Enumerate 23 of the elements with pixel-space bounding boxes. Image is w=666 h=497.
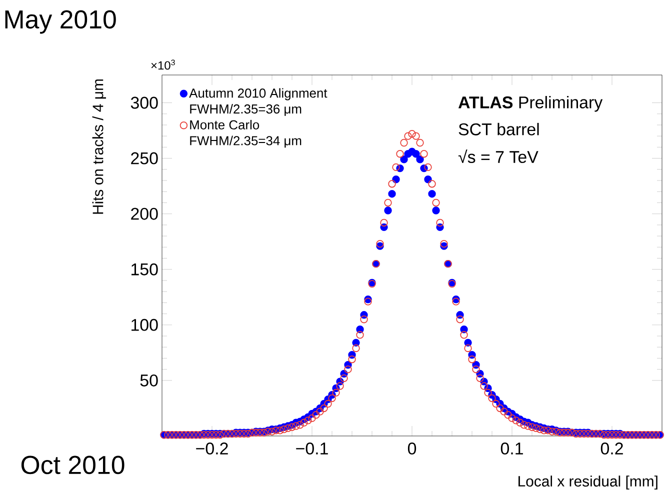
y-tick-label: 250 (131, 152, 158, 164)
y-axis-title: Hits on tracks / 4 μm (92, 80, 106, 214)
text: ×10$^{3}$ (151, 60, 175, 70)
legend-label: Autumn 2010 Alignment (189, 88, 328, 100)
annotation: FWHM/2.35=36 μm (190, 104, 302, 116)
y-tick-label: 200 (131, 208, 158, 220)
x-axis-title: Local x residual [mm] (518, 476, 658, 490)
x-tick-label: 0.1 (500, 442, 523, 455)
legend-label: Monte Carlo (190, 120, 260, 130)
x-tick-label: −0.1 (296, 442, 328, 455)
text: Oct 2010 (21, 456, 124, 474)
x-tick-label: 0 (408, 442, 416, 455)
y-tick-label: 50 (140, 374, 158, 386)
annotation: FWHM/2.35=34 μm (190, 136, 302, 148)
annotation: √s = 7 TeV (458, 149, 538, 163)
y-tick-label: 100 (132, 318, 158, 331)
x-tick-label: 0.2 (600, 442, 623, 455)
text: May 2010 (5, 10, 116, 34)
y-tick-label: 150 (132, 263, 158, 276)
annotation: ATLAS Preliminary (458, 96, 603, 112)
x-tick-label: −0.2 (196, 442, 228, 455)
y-tick-label: 300 (130, 96, 158, 109)
annotation: SCT barrel (458, 122, 539, 136)
